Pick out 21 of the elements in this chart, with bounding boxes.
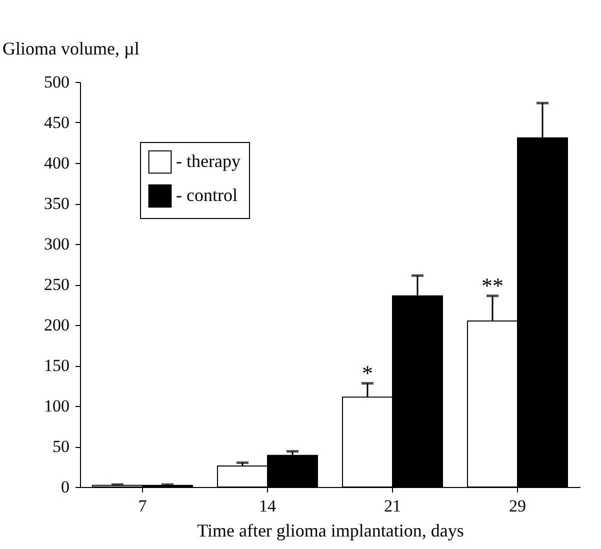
- annotation: **: [482, 272, 504, 298]
- y-tick-label: 50: [52, 437, 70, 456]
- annotation: *: [362, 360, 373, 386]
- legend-label: - therapy: [176, 151, 240, 171]
- y-tick-label: 300: [44, 234, 70, 254]
- y-tick-label: 250: [44, 275, 70, 294]
- x-tick-label: 21: [384, 496, 401, 516]
- y-tick-label: 100: [44, 396, 70, 416]
- y-tick-label: 400: [44, 154, 70, 172]
- y-tick-label: 450: [44, 113, 70, 132]
- y-axis-title: Glioma volume, µl: [2, 38, 140, 58]
- y-tick-label: 150: [44, 356, 70, 375]
- x-tick-label: 7: [138, 496, 148, 516]
- y-tick-label: 350: [44, 194, 70, 213]
- legend-label: - control: [176, 185, 238, 205]
- y-tick-label: 0: [61, 478, 70, 496]
- x-tick-label: 14: [259, 496, 276, 516]
- x-axis-title: Time after glioma implantation, days: [197, 520, 464, 540]
- y-tick-label: 200: [44, 316, 70, 334]
- x-tick-label: 29: [509, 496, 526, 516]
- y-tick-label: 500: [44, 72, 70, 92]
